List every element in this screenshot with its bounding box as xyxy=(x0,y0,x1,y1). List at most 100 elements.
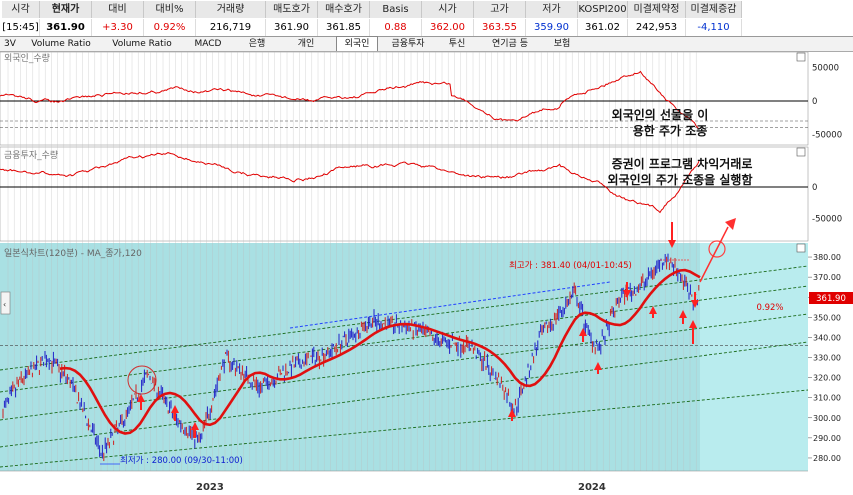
arrow-down-icon xyxy=(668,240,676,248)
header-label-11: KOSPI200 xyxy=(578,1,628,18)
channel-line xyxy=(0,265,809,371)
indicator-tab-7[interactable]: 금융투자 xyxy=(391,39,425,49)
arrow-down-icon xyxy=(691,300,699,308)
x-label-2024: 2024 xyxy=(578,482,606,493)
indicator-tab-8[interactable]: 투신 xyxy=(448,39,466,49)
foreign-quantity-line xyxy=(0,70,700,130)
indicator-tab-3[interactable]: MACD xyxy=(194,39,222,49)
panel-baselines xyxy=(0,100,808,346)
price-y-tick: 310.00 xyxy=(813,394,841,403)
arrow-up-icon xyxy=(679,310,687,318)
foreign-note-line-2: 용한 주가 조종 xyxy=(633,123,708,138)
header-label-0: 시각 xyxy=(2,1,40,18)
finance-y-tick: -50000 xyxy=(812,215,842,225)
header-value-7: 0.88 xyxy=(370,19,422,36)
scroll-handle-left[interactable] xyxy=(0,291,11,315)
indicator-tab-1[interactable]: Volume Ratio xyxy=(31,39,91,49)
arrow-up-icon xyxy=(649,306,657,314)
projection-arrow-shaft xyxy=(699,226,729,283)
price-panel-title: 일본식차트(120분) - MA_종가,120 xyxy=(4,247,142,259)
foreign-y-tick: 0 xyxy=(812,97,817,107)
finance-panel-title: 금융투자_수량 xyxy=(4,149,58,161)
indicator-tab-4[interactable]: 은행 xyxy=(248,39,266,49)
header-value-3: 0.92% xyxy=(144,19,196,36)
header-value-8: 362.00 xyxy=(422,19,474,36)
header-label-10: 저가 xyxy=(526,1,578,18)
price-y-tick: 290.00 xyxy=(813,434,841,443)
foreign-panel-maximize-icon[interactable] xyxy=(796,52,806,62)
price-y-tick: 330.00 xyxy=(813,354,841,363)
header-label-3: 대비% xyxy=(144,1,196,18)
high-price-label: 최고가 : 381.40 (04/01-10:45) xyxy=(509,260,632,271)
channel-line xyxy=(0,285,809,393)
price-y-tick: 350.00 xyxy=(813,313,841,322)
vertical-gridlines xyxy=(7,52,697,471)
channel-line xyxy=(0,389,809,468)
header-value-12: 242,953 xyxy=(628,19,686,36)
price-panel-bg xyxy=(0,243,808,471)
header-label-12: 미결제약정 xyxy=(628,1,686,18)
annotation-arrows xyxy=(100,218,736,465)
stock-chart[interactable]: 500000-500000-50000380.00370.00360.00350… xyxy=(0,52,853,495)
finance-note-line-1: 증권이 프로그램 차익거래로 xyxy=(612,156,753,171)
header-label-4: 거래량 xyxy=(196,1,266,18)
finance-y-tick: 0 xyxy=(812,183,817,193)
price-y-tick: 300.00 xyxy=(813,414,841,423)
arrow-down-icon xyxy=(623,290,631,298)
foreign-panel xyxy=(0,52,809,146)
channel-line xyxy=(0,313,809,421)
price-y-tick: 380.00 xyxy=(813,253,841,262)
finance-panel xyxy=(0,146,809,242)
header-label-9: 고가 xyxy=(474,1,526,18)
arrow-up-icon xyxy=(508,409,516,417)
foreign-y-tick: -50000 xyxy=(812,130,842,140)
header-label-1: 현재가 xyxy=(40,1,92,18)
moving-average-line xyxy=(59,268,701,435)
header-label-5: 매도호가 xyxy=(266,1,318,18)
indicator-tab-10[interactable]: 보험 xyxy=(553,39,571,49)
trend-channel-lines xyxy=(0,240,809,468)
current-price-tag-text: 361.90 xyxy=(816,294,846,304)
header-value-11: 361.02 xyxy=(578,19,628,36)
price-y-tick: 320.00 xyxy=(813,374,841,383)
scroll-arrow-icon: ‹ xyxy=(3,300,6,309)
arrow-up-icon xyxy=(137,394,145,402)
arrow-up-icon xyxy=(171,405,179,413)
low-price-label: 최저가 : 280.00 (09/30-11:00) xyxy=(120,455,243,466)
header-label-13: 미결제증감 xyxy=(686,1,742,18)
indicator-tab-2[interactable]: Volume Ratio xyxy=(112,39,172,49)
header-value-6: 361.85 xyxy=(318,19,370,36)
foreign-y-tick: 50000 xyxy=(812,64,839,74)
header-value-10: 359.90 xyxy=(526,19,578,36)
arrow-up-icon xyxy=(191,422,199,430)
header-value-1: 361.90 xyxy=(40,19,92,36)
header-label-2: 대비 xyxy=(92,1,144,18)
header-label-7: Basis xyxy=(370,1,422,18)
header-value-4: 216,719 xyxy=(196,19,266,36)
price-y-tick: 370.00 xyxy=(813,273,841,282)
finance-panel-maximize-icon[interactable] xyxy=(796,147,806,157)
finance-note-line-2: 외국인의 주가 조종을 실행함 xyxy=(607,172,752,187)
indicator-tab-9[interactable]: 연기금 등 xyxy=(492,39,528,49)
arrow-up-icon xyxy=(579,328,587,336)
indicator-tab-6[interactable]: 외국인 xyxy=(336,36,378,51)
change-pct-tag: 0.92% xyxy=(756,303,783,313)
blue-channel-line xyxy=(289,281,611,329)
header-value-9: 363.55 xyxy=(474,19,526,36)
indicator-tab-0[interactable]: 3V xyxy=(4,39,16,49)
quote-header: 시각 [15:45] 현재가 361.90 대비 +3.30 대비% 0.92% 거래량 216,… xyxy=(0,0,853,37)
price-y-tick: 340.00 xyxy=(813,333,841,342)
price-panel-maximize-icon[interactable] xyxy=(796,243,806,253)
y-axis-ticks: 500000-500000-50000380.00370.00360.00350… xyxy=(808,64,842,463)
indicator-tab-bar: 3V Volume Ratio Volume Ratio MACD 은행 개인 외국인 금융투… xyxy=(0,36,853,52)
price-y-tick: 280.00 xyxy=(813,454,841,463)
future-area xyxy=(700,243,808,471)
header-value-2: +3.30 xyxy=(92,19,144,36)
target-circle xyxy=(708,240,726,258)
arrow-up-icon xyxy=(689,320,697,328)
header-label-8: 시가 xyxy=(422,1,474,18)
indicator-tab-5[interactable]: 개인 xyxy=(297,39,315,49)
header-value-13: -4,110 xyxy=(686,19,742,36)
current-price-tag xyxy=(809,292,853,304)
finance-quantity-line xyxy=(0,152,700,214)
